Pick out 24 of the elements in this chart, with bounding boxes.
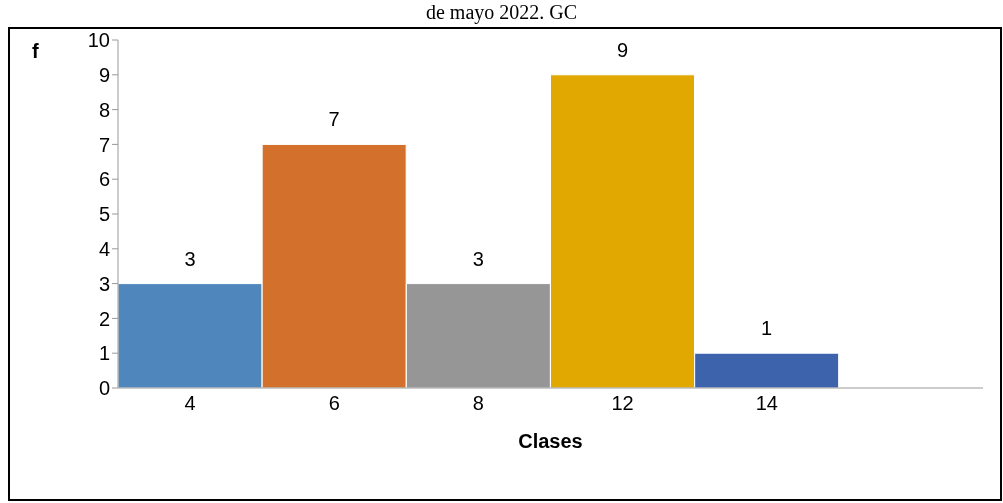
y-tick-label: 3: [98, 272, 110, 295]
y-tick-label: 8: [98, 98, 110, 121]
y-tick-label: 1: [98, 342, 110, 365]
y-tick-label: 0: [98, 377, 110, 400]
x-tick-label: 8: [472, 392, 484, 415]
data-label: 9: [616, 38, 629, 61]
x-tick-label: 12: [611, 392, 634, 415]
x-axis-title: Clases: [518, 430, 583, 452]
data-label: 7: [328, 108, 340, 131]
data-label: 1: [761, 317, 773, 340]
y-tick-label: 5: [98, 203, 110, 226]
y-tick-label: 6: [98, 168, 110, 191]
x-tick-label: 6: [328, 392, 340, 415]
y-axis-title: f: [32, 40, 39, 63]
y-tick-label: 2: [98, 307, 110, 330]
data-label: 3: [184, 247, 196, 270]
data-label: 3: [472, 247, 484, 270]
y-tick-label: 10: [87, 29, 110, 52]
chart-title: de mayo 2022. GC: [424, 0, 579, 24]
y-tick-label: 9: [98, 63, 110, 86]
y-tick-label: 7: [98, 133, 110, 156]
x-tick-label: 14: [755, 392, 778, 415]
y-tick-label: 4: [98, 237, 110, 260]
x-tick-label: 4: [184, 392, 196, 415]
